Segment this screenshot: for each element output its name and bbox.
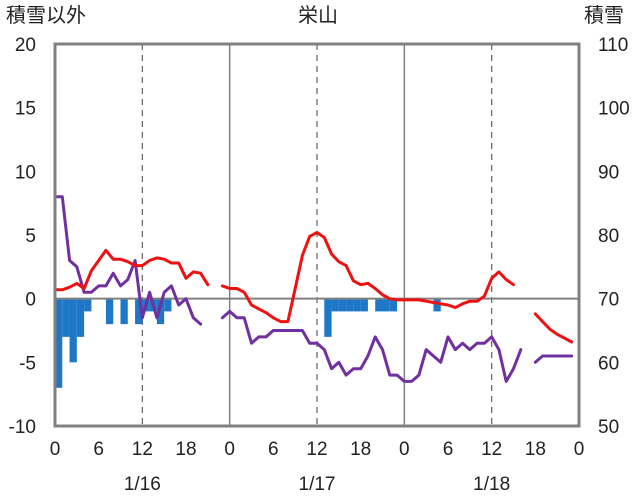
date-label: 1/17 (299, 474, 336, 495)
precipitation-bar (62, 298, 70, 337)
right-y-tick-label: 80 (598, 226, 619, 247)
snow-depth-line (53, 195, 203, 326)
temperature-line (220, 231, 515, 324)
right-y-tick-label: 60 (598, 353, 619, 374)
x-tick-label: 6 (93, 439, 104, 460)
temperature-line (53, 248, 210, 292)
x-tick-label: 0 (574, 439, 585, 460)
precipitation-bar (164, 298, 172, 312)
precipitation-bar (382, 298, 390, 312)
x-tick-label: 12 (132, 439, 153, 460)
precipitation-bar (105, 298, 114, 325)
series-lines (53, 195, 574, 383)
precipitation-bar (156, 298, 165, 325)
left-axis-title: 積雪以外 (6, 4, 86, 27)
precipitation-bar (353, 298, 361, 312)
right-y-tick-label: 50 (598, 417, 619, 438)
precipitation-bar (120, 298, 128, 325)
date-label: 1/16 (124, 474, 161, 495)
plot-frame (53, 42, 581, 428)
precipitation-bar (346, 298, 354, 312)
snow-depth-line (533, 354, 574, 364)
left-y-tick-label: 10 (15, 162, 36, 183)
grid-layer (141, 44, 493, 426)
right-axis-title: 積雪 (584, 4, 624, 27)
x-tick-label: 0 (399, 439, 410, 460)
left-y-tick-label: 0 (25, 290, 36, 311)
x-tick-label: 18 (525, 439, 546, 460)
precipitation-bar (76, 298, 85, 337)
precipitation-bar (69, 298, 77, 363)
left-y-tick-label: -5 (19, 353, 36, 374)
x-tick-label: 18 (350, 439, 371, 460)
left-y-tick-label: 15 (15, 99, 36, 120)
left-y-tick-label: -10 (9, 417, 36, 438)
precipitation-bar (84, 298, 92, 312)
left-y-tick-label: 5 (25, 226, 36, 247)
right-y-tick-label: 110 (598, 35, 628, 56)
x-tick-label: 6 (443, 439, 454, 460)
precipitation-bar (324, 298, 332, 337)
x-tick-label: 6 (268, 439, 279, 460)
precipitation-bar (360, 298, 368, 312)
temperature-line (533, 312, 574, 344)
x-tick-label: 12 (481, 439, 502, 460)
precipitation-bar (375, 298, 383, 312)
left-y-tick-label: 20 (15, 35, 36, 56)
plot-border (53, 42, 581, 428)
precipitation-bars (55, 298, 441, 388)
right-y-tick-label: 70 (598, 290, 619, 311)
right-y-tick-label: 90 (598, 162, 619, 183)
x-tick-label: 18 (175, 439, 196, 460)
precipitation-bar (433, 298, 441, 312)
x-tick-label: 12 (306, 439, 327, 460)
x-tick-label: 0 (50, 439, 61, 460)
precipitation-bar (389, 298, 398, 312)
precipitation-bar (331, 298, 339, 312)
date-label: 1/18 (473, 474, 510, 495)
right-y-tick-label: 100 (598, 99, 630, 120)
x-tick-label: 0 (224, 439, 235, 460)
chart-title: 栄山 (298, 4, 338, 27)
precipitation-bar (55, 298, 63, 388)
precipitation-bar (135, 298, 143, 325)
snow-depth-line (220, 309, 523, 383)
precipitation-bar (338, 298, 347, 312)
